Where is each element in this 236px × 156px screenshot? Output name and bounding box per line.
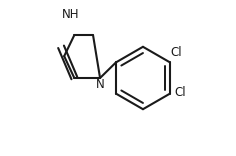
Text: Cl: Cl	[171, 46, 182, 58]
Text: Cl: Cl	[174, 86, 186, 99]
Text: NH: NH	[62, 7, 79, 21]
Text: N: N	[96, 78, 105, 91]
